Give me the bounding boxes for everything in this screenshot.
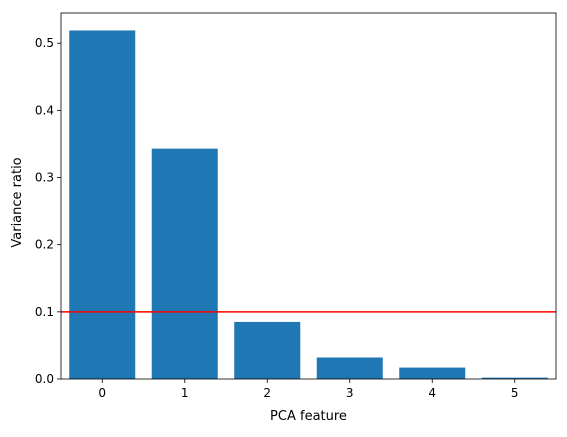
y-tick-label-3: 0.3 (35, 171, 54, 185)
bars-group (69, 30, 548, 380)
bar-2 (234, 321, 301, 379)
x-axis-label: PCA feature (270, 409, 347, 424)
axes-frame (60, 12, 557, 380)
y-tick-label-1: 0.1 (35, 305, 54, 319)
bar-1 (151, 148, 218, 379)
y-tick-label-2: 0.2 (35, 238, 54, 252)
x-tick-label-5: 5 (511, 386, 519, 400)
bar-5 (481, 377, 548, 379)
bar-4 (399, 367, 466, 379)
y-tick-label-4: 0.4 (35, 103, 54, 117)
bar-0 (69, 30, 136, 380)
x-tick-label-0: 0 (98, 386, 106, 400)
x-tick-label-3: 3 (346, 386, 354, 400)
x-ticks-group: 0 1 2 3 4 5 (98, 379, 519, 400)
y-axis-label: Variance ratio (10, 157, 25, 247)
x-tick-label-2: 2 (263, 386, 271, 400)
y-tick-label-0: 0.0 (35, 372, 54, 386)
bar-3 (316, 357, 383, 379)
y-ticks-group: 0.0 0.1 0.2 0.3 0.4 0.5 (35, 36, 61, 386)
x-tick-label-4: 4 (428, 386, 436, 400)
x-tick-label-1: 1 (181, 386, 189, 400)
y-tick-label-5: 0.5 (35, 36, 54, 50)
